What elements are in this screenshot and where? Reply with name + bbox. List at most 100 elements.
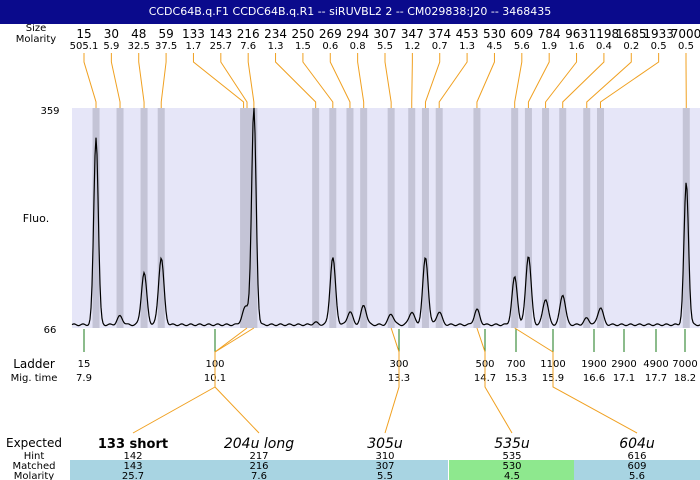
peak-size-label: 216	[237, 27, 260, 41]
peak-band	[473, 108, 481, 328]
peak-size-label: 963	[565, 27, 588, 41]
peak-band	[116, 108, 124, 328]
peak-molarity-label: 0.2	[623, 41, 639, 52]
peak-molarity-label: 4.5	[487, 41, 503, 52]
size-row-label: Size	[26, 24, 47, 34]
peak-band	[408, 108, 416, 328]
ladder-migtime-label: 7.9	[76, 373, 92, 384]
peak-band	[250, 108, 258, 328]
expected-leader-line	[514, 327, 638, 434]
ladder-size-label: 700	[506, 359, 525, 370]
matched-value: 216	[249, 461, 268, 472]
window-title: CCDC64B.q.F1 CCDC64B.q.R1 -- siRUVBL2 2 …	[0, 0, 700, 24]
peak-size-label: 15	[76, 27, 91, 41]
peak-leader-line	[275, 53, 317, 108]
molarity-value: 5.5	[377, 471, 393, 480]
peak-molarity-label: 0.5	[678, 41, 694, 52]
peak-size-label: 294	[346, 27, 369, 41]
peak-molarity-label: 1.3	[459, 41, 475, 52]
peak-size-label: 59	[158, 27, 173, 41]
matched-row-label: Matched	[12, 461, 55, 472]
molarity-value: 25.7	[122, 471, 144, 480]
peak-leader-line	[110, 53, 121, 108]
peak-leader-line	[357, 53, 365, 108]
peak-size-label: 307	[374, 27, 397, 41]
hint-value: 217	[249, 451, 268, 462]
hint-value: 310	[375, 451, 394, 462]
peak-molarity-label: 0.7	[432, 41, 448, 52]
peak-band	[346, 108, 354, 328]
peak-molarity-label: 1.5	[295, 41, 311, 52]
peak-leader-line	[411, 53, 413, 108]
molarity-value: 4.5	[504, 471, 520, 480]
peak-size-label: 250	[291, 27, 314, 41]
peak-band	[596, 108, 604, 328]
peak-size-label: 30	[104, 27, 119, 41]
ladder-migtime-label: 15.3	[505, 373, 527, 384]
peak-molarity-label: 1.2	[404, 41, 420, 52]
matched-value: 530	[502, 461, 521, 472]
peak-leader-line	[329, 53, 351, 108]
hint-row-label: Hint	[24, 451, 45, 462]
matched-row-bg	[574, 460, 700, 480]
peak-leader-line	[476, 53, 495, 108]
expected-leader-line	[384, 327, 400, 434]
peak-leader-line	[586, 53, 632, 108]
hint-value: 535	[502, 451, 521, 462]
ladder-migtime-label: 17.1	[613, 373, 635, 384]
peak-band	[329, 108, 337, 328]
matched-row-bg	[196, 460, 322, 480]
peak-leader-line	[527, 53, 550, 108]
peak-size-label: 530	[483, 27, 506, 41]
matched-value: 609	[627, 461, 646, 472]
peak-size-label: 1685	[616, 27, 647, 41]
peak-band	[387, 108, 395, 328]
peak-band	[682, 108, 690, 328]
peak-molarity-label: 0.6	[322, 41, 338, 52]
peak-molarity-label: 5.9	[103, 41, 119, 52]
hint-value: 616	[627, 451, 646, 462]
matched-value: 143	[123, 461, 142, 472]
matched-value: 307	[375, 461, 394, 472]
expected-label: 305u	[367, 436, 403, 452]
peak-band	[157, 108, 165, 328]
expected-label: 604u	[619, 436, 655, 452]
peak-leader-line	[562, 53, 605, 108]
ladder-migtime-label: 16.6	[583, 373, 605, 384]
peak-band	[583, 108, 591, 328]
peak-molarity-label: 1.6	[569, 41, 585, 52]
peak-band	[312, 108, 320, 328]
peak-band	[524, 108, 532, 328]
peak-molarity-label: 1.9	[541, 41, 557, 52]
matched-row-bg	[70, 460, 196, 480]
peak-size-label: 784	[538, 27, 561, 41]
peak-size-label: 48	[131, 27, 146, 41]
peak-leader-line	[220, 53, 248, 108]
peak-band	[511, 108, 519, 328]
peak-leader-line	[438, 53, 468, 108]
peak-molarity-label: 505.1	[70, 41, 99, 52]
peak-leader-line	[302, 53, 334, 108]
y-axis-label: Fluo.	[23, 212, 49, 225]
peak-band	[243, 108, 251, 328]
expected-leader-line	[476, 327, 513, 434]
peak-band	[421, 108, 429, 328]
ladder-size-label: 4900	[643, 359, 668, 370]
peak-leader-line	[138, 53, 145, 108]
molarity-bottom-label: Molarity	[14, 471, 54, 480]
ladder-migtime-label: 17.7	[645, 373, 667, 384]
expected-label: 535u	[494, 436, 530, 452]
peak-molarity-label: 0.4	[596, 41, 612, 52]
plot-area	[72, 108, 700, 328]
peak-molarity-label: 7.6	[240, 41, 256, 52]
peak-size-label: 374	[428, 27, 451, 41]
peak-size-label: 143	[209, 27, 232, 41]
peak-leader-line	[599, 53, 660, 108]
peak-molarity-label: 5.6	[514, 41, 530, 52]
peak-band	[92, 108, 100, 328]
expected-leader-line	[132, 327, 248, 434]
ladder-size-label: 15	[78, 359, 91, 370]
peak-leader-line	[192, 53, 245, 108]
y-tick-label: 66	[44, 325, 57, 336]
